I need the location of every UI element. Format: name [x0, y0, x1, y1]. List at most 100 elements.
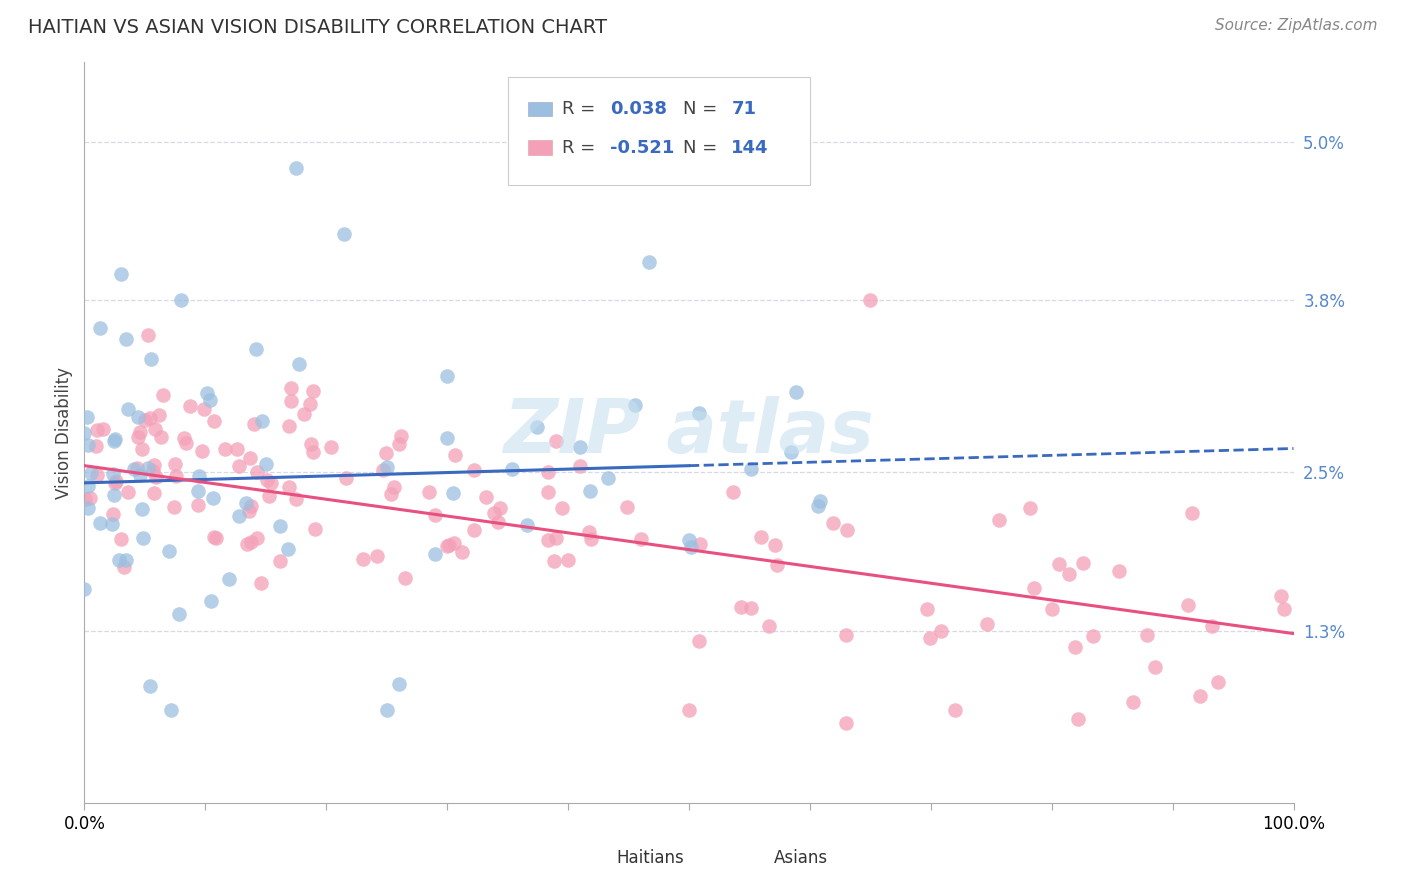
FancyBboxPatch shape	[586, 847, 607, 865]
Point	[187, 483, 209, 498]
Point	[280, 393, 302, 408]
Point	[195, 385, 218, 400]
Point	[929, 624, 952, 638]
Point	[444, 448, 467, 462]
Text: N =: N =	[683, 138, 723, 157]
Point	[76, 479, 98, 493]
Point	[125, 460, 148, 475]
Point	[257, 489, 280, 503]
Point	[101, 508, 124, 522]
FancyBboxPatch shape	[529, 102, 553, 117]
Point	[77, 501, 100, 516]
Point	[160, 703, 183, 717]
Point	[246, 531, 269, 545]
Point	[730, 599, 752, 614]
Point	[285, 491, 308, 506]
Point	[1270, 589, 1292, 603]
Point	[488, 501, 510, 516]
Point	[443, 535, 465, 549]
Point	[740, 462, 762, 476]
Point	[163, 500, 186, 514]
Point	[256, 473, 278, 487]
Point	[388, 677, 411, 691]
Point	[193, 402, 215, 417]
Point	[170, 293, 193, 308]
Point	[551, 500, 574, 515]
Point	[143, 486, 166, 500]
Point	[76, 409, 98, 424]
Point	[179, 399, 201, 413]
Point	[616, 500, 638, 514]
Point	[136, 328, 159, 343]
Point	[740, 601, 762, 615]
Point	[763, 539, 786, 553]
Point	[280, 381, 302, 395]
Point	[569, 440, 592, 454]
Point	[163, 457, 186, 471]
Point	[91, 422, 114, 436]
Point	[86, 467, 108, 482]
Point	[134, 413, 156, 427]
Point	[149, 430, 172, 444]
Text: Source: ZipAtlas.com: Source: ZipAtlas.com	[1215, 18, 1378, 33]
Point	[1143, 659, 1166, 673]
Point	[1188, 690, 1211, 704]
Point	[75, 491, 97, 506]
Point	[1201, 619, 1223, 633]
Point	[624, 398, 647, 412]
Text: 0.038: 0.038	[610, 100, 668, 118]
Point	[319, 440, 342, 454]
Point	[463, 523, 485, 537]
Point	[108, 553, 131, 567]
Point	[579, 532, 602, 546]
Point	[976, 617, 998, 632]
Point	[260, 475, 283, 490]
Y-axis label: Vision Disability: Vision Disability	[55, 367, 73, 499]
Point	[537, 533, 560, 547]
Point	[388, 437, 411, 451]
Point	[1022, 581, 1045, 595]
Point	[77, 438, 100, 452]
Point	[688, 406, 710, 420]
Point	[835, 716, 858, 731]
Point	[243, 417, 266, 431]
Point	[73, 425, 96, 440]
Point	[436, 431, 458, 445]
Point	[678, 703, 700, 717]
Point	[569, 459, 592, 474]
Point	[689, 537, 711, 551]
Point	[218, 572, 240, 586]
Text: HAITIAN VS ASIAN VISION DISABILITY CORRELATION CHART: HAITIAN VS ASIAN VISION DISABILITY CORRE…	[28, 18, 607, 37]
Point	[578, 524, 600, 539]
Point	[294, 407, 316, 421]
Point	[516, 517, 538, 532]
Point	[1181, 506, 1204, 520]
Point	[143, 422, 166, 436]
Point	[630, 533, 652, 547]
Point	[679, 540, 702, 554]
Point	[176, 436, 198, 450]
Point	[148, 408, 170, 422]
Point	[766, 558, 789, 573]
FancyBboxPatch shape	[744, 847, 765, 865]
Point	[166, 469, 188, 483]
Point	[79, 491, 101, 505]
Point	[187, 468, 209, 483]
Point	[269, 553, 291, 567]
Point	[235, 496, 257, 510]
Point	[214, 442, 236, 456]
Point	[333, 227, 356, 242]
Text: ZIP atlas: ZIP atlas	[503, 396, 875, 469]
Point	[142, 465, 165, 479]
Point	[139, 410, 162, 425]
Point	[141, 351, 163, 366]
Point	[579, 484, 602, 499]
Point	[823, 516, 845, 530]
Point	[988, 513, 1011, 527]
Point	[557, 553, 579, 567]
Point	[200, 594, 222, 608]
Point	[103, 432, 125, 446]
Point	[380, 486, 402, 500]
Point	[418, 484, 440, 499]
Point	[254, 457, 277, 471]
